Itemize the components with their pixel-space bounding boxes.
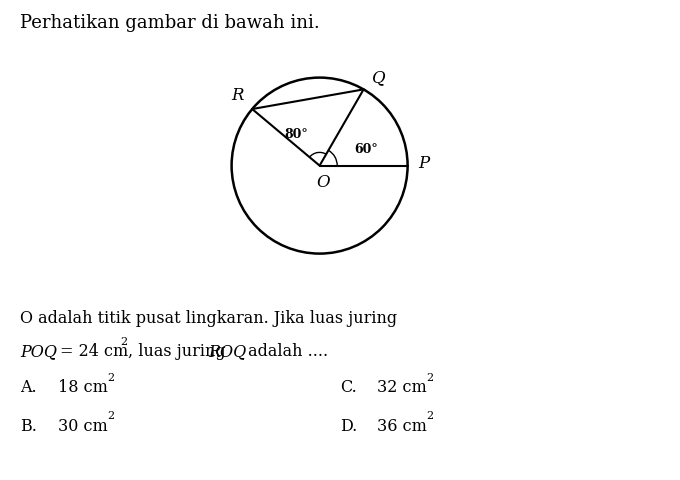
Text: 2: 2 — [426, 411, 433, 421]
Text: 2: 2 — [426, 373, 433, 383]
Text: 60°: 60° — [355, 143, 378, 156]
Text: B.: B. — [20, 418, 37, 434]
Text: C.: C. — [340, 379, 357, 396]
Text: D.: D. — [340, 418, 357, 434]
Text: O adalah titik pusat lingkaran. Jika luas juring: O adalah titik pusat lingkaran. Jika lua… — [20, 310, 398, 326]
Text: 80°: 80° — [285, 128, 309, 141]
Text: 2: 2 — [107, 373, 114, 383]
Text: 32 cm: 32 cm — [377, 379, 427, 396]
Text: POQ: POQ — [20, 343, 57, 360]
Text: 18 cm: 18 cm — [58, 379, 107, 396]
Text: adalah ....: adalah .... — [243, 343, 328, 360]
Text: O: O — [316, 174, 330, 192]
Text: 30 cm: 30 cm — [58, 418, 107, 434]
Text: , luas juring: , luas juring — [128, 343, 231, 360]
Text: Perhatikan gambar di bawah ini.: Perhatikan gambar di bawah ini. — [20, 14, 320, 33]
Text: R: R — [231, 87, 243, 104]
Text: 2: 2 — [120, 337, 127, 347]
Text: 2: 2 — [107, 411, 114, 421]
Text: 36 cm: 36 cm — [377, 418, 427, 434]
Text: P: P — [418, 156, 429, 172]
Text: = 24 cm: = 24 cm — [60, 343, 128, 360]
Text: ROQ: ROQ — [208, 343, 246, 360]
Text: A.: A. — [20, 379, 37, 396]
Text: Q: Q — [373, 69, 386, 86]
